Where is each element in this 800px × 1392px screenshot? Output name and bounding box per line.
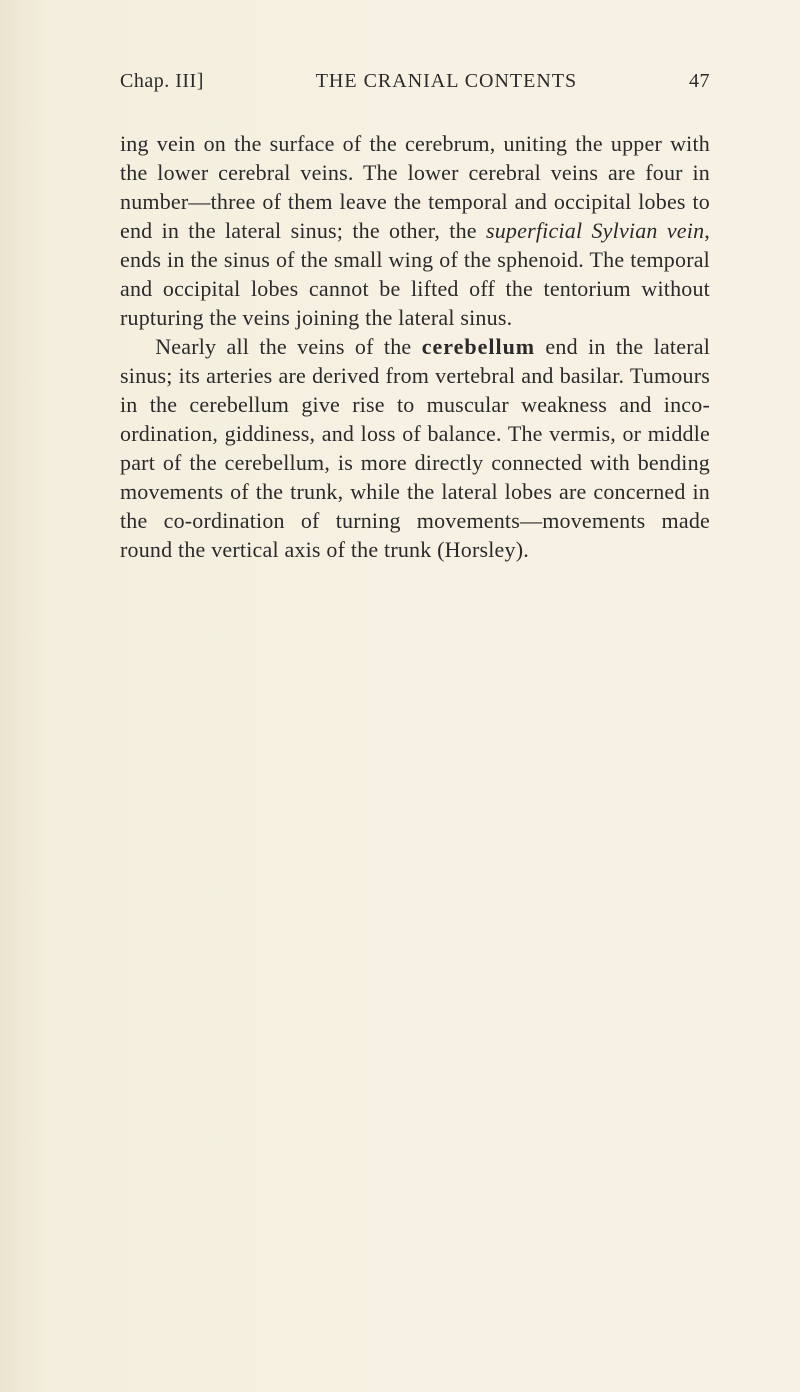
- p2-bold-term: cerebellum: [422, 334, 535, 359]
- header-chapter: Chap. III]: [120, 70, 204, 93]
- p1-italic-term: superficial Sylvian vein: [486, 218, 704, 243]
- paragraph-2: Nearly all the veins of the cerebellum e…: [120, 332, 710, 564]
- running-header: Chap. III] THE CRANIAL CONTENTS 47: [120, 70, 710, 93]
- header-title: THE CRANIAL CONTENTS: [316, 70, 577, 93]
- p2-text-b: end in the lateral sinus; its arteries a…: [120, 334, 710, 562]
- header-page-number: 47: [689, 70, 710, 93]
- page: Chap. III] THE CRANIAL CONTENTS 47 ing v…: [0, 0, 800, 1392]
- paragraph-1: ing vein on the surface of the cerebrum,…: [120, 129, 710, 332]
- body-text: ing vein on the surface of the cerebrum,…: [120, 129, 710, 564]
- p2-text-a: Nearly all the veins of the: [155, 334, 422, 359]
